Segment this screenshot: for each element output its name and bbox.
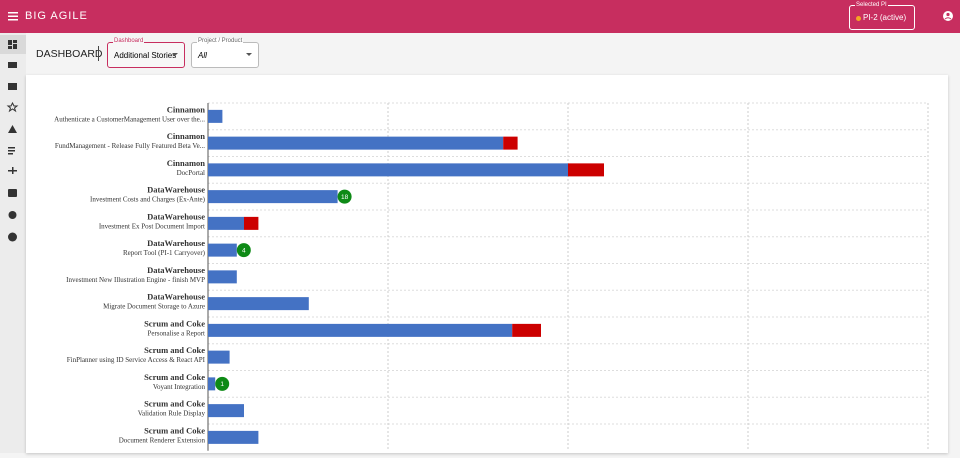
bar-segment <box>208 163 568 177</box>
divider <box>98 46 99 61</box>
app-title: BIG AGILE <box>25 10 88 22</box>
project-value: All <box>198 51 207 60</box>
dashboard-value: Additional Stories <box>114 51 177 60</box>
badge-count: 1 <box>220 381 224 388</box>
bar-segment <box>568 163 604 177</box>
project-label: Scrum and Coke <box>144 318 205 328</box>
pi-value: PI-2 (active) <box>863 13 907 22</box>
dropdown-arrow <box>172 53 178 56</box>
bar-segment <box>208 243 237 257</box>
bar-segment <box>208 297 309 311</box>
bar-segment <box>208 109 223 123</box>
badge-count: 18 <box>341 194 349 201</box>
bar-segment <box>208 270 237 284</box>
active-dot <box>856 16 861 21</box>
story-label: Migrate Document Storage to Azure <box>103 303 205 311</box>
bar-segment <box>208 404 244 418</box>
pi-selector[interactable]: Selected PI PI-2 (active) <box>849 2 915 30</box>
chart-card: Cinnamon Authenticate a CustomerManagemen… <box>26 75 948 453</box>
story-label: Authenticate a CustomerManagement User o… <box>54 115 205 123</box>
project-label: Scrum and Coke <box>144 345 205 355</box>
story-label: Document Renderer Extension <box>119 436 206 444</box>
sidebar <box>0 33 26 453</box>
bar-segment <box>244 216 259 230</box>
bar-segment <box>208 190 338 204</box>
badge <box>215 376 230 391</box>
app-header: BIG AGILE Selected PI PI-2 (active) <box>0 0 960 33</box>
story-label: DocPortal <box>177 169 205 177</box>
bar-segment <box>208 377 216 391</box>
project-select[interactable]: Project / Product All <box>191 38 259 68</box>
project-label: Scrum and Coke <box>144 399 205 409</box>
bar-segment <box>208 136 504 150</box>
dashboard-heading: DASHBOARD <box>36 48 103 60</box>
badge <box>337 189 352 204</box>
project-label: DataWarehouse <box>147 238 205 248</box>
project-label: Scrum and Coke <box>144 425 205 435</box>
story-label: Personalise a Report <box>147 329 205 337</box>
bar-segment <box>512 323 541 337</box>
sidebar-icons[interactable] <box>0 33 26 453</box>
story-label: Voyant Integration <box>153 383 206 391</box>
project-label: DataWarehouse <box>147 211 205 221</box>
header-icons <box>8 11 953 21</box>
project-label: Project / Product <box>197 38 244 44</box>
story-label: FundManagement - Release Fully Featured … <box>55 142 205 150</box>
project-label: Cinnamon <box>167 104 206 114</box>
story-label: Report Tool (PI-1 Carryover) <box>123 249 206 257</box>
bar-segment <box>208 216 244 230</box>
project-label: DataWarehouse <box>147 292 205 302</box>
dashboard-select[interactable]: Dashboard Additional Stories <box>107 38 185 68</box>
story-label: Investment Ex Post Document Import <box>99 222 205 230</box>
bar-segment <box>503 136 518 150</box>
story-label: Investment New Illustration Engine - fin… <box>66 276 205 284</box>
project-label: Cinnamon <box>167 158 206 168</box>
story-label: Validation Rule Display <box>138 410 206 418</box>
project-label: DataWarehouse <box>147 185 205 195</box>
badge <box>236 243 251 258</box>
dashboard-label: Dashboard <box>113 38 145 44</box>
story-label: FinPlanner using ID Service Access & Rea… <box>67 356 206 364</box>
story-label: Investment Costs and Charges (Ex-Ante) <box>90 196 206 204</box>
project-label: Cinnamon <box>167 131 206 141</box>
pi-label: Selected PI <box>855 2 888 8</box>
bar-segment <box>208 350 230 364</box>
bar-segment <box>208 323 513 337</box>
bar-segment <box>208 430 259 444</box>
badge-count: 4 <box>242 247 246 254</box>
dropdown-arrow <box>246 53 252 56</box>
project-label: Scrum and Coke <box>144 372 205 382</box>
project-label: DataWarehouse <box>147 265 205 275</box>
